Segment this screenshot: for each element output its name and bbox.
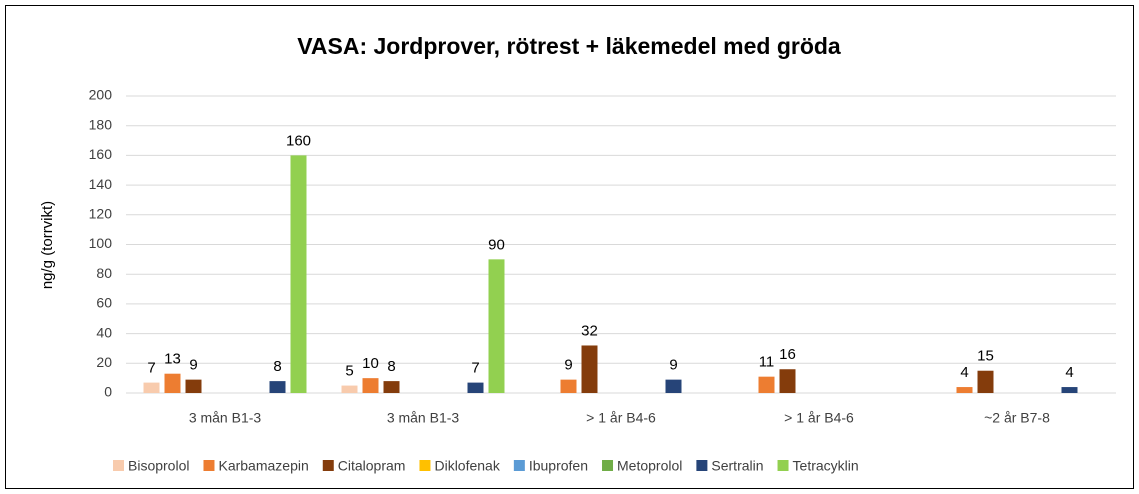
data-label: 8 xyxy=(273,358,281,375)
data-label: 7 xyxy=(471,360,479,377)
y-tick-label: 160 xyxy=(89,146,113,162)
bar xyxy=(383,381,400,393)
data-label: 9 xyxy=(564,357,572,374)
y-tick-label: 200 xyxy=(89,87,113,103)
x-tick-label: ~2 år B7-8 xyxy=(984,410,1050,426)
y-tick-label: 20 xyxy=(96,354,112,370)
bar xyxy=(779,369,796,393)
data-label: 9 xyxy=(189,357,197,374)
legend-label: Metoprolol xyxy=(617,458,682,474)
bar xyxy=(758,376,775,393)
bar xyxy=(362,378,379,393)
legend-label: Karbamazepin xyxy=(218,458,308,474)
legend-label: Diklofenak xyxy=(434,458,500,474)
legend-swatch xyxy=(322,460,334,471)
data-label: 15 xyxy=(977,348,994,365)
data-label: 32 xyxy=(581,322,598,339)
bar xyxy=(956,387,973,393)
data-label: 9 xyxy=(669,357,677,374)
legend-swatch xyxy=(419,460,431,471)
data-label: 5 xyxy=(345,363,353,380)
y-tick-label: 40 xyxy=(96,324,112,340)
chart-frame xyxy=(5,5,1134,489)
legend-swatch xyxy=(113,460,124,471)
bar xyxy=(977,370,994,393)
x-tick-label: 3 mån B1-3 xyxy=(387,410,460,426)
data-label: 13 xyxy=(164,351,181,368)
x-tick-label: > 1 år B4-6 xyxy=(784,410,854,426)
data-label: 8 xyxy=(387,358,395,375)
bar xyxy=(665,379,682,393)
legend-swatch xyxy=(203,460,215,471)
legend-swatch xyxy=(696,460,708,471)
data-label: 4 xyxy=(1065,364,1073,381)
y-tick-label: 80 xyxy=(96,265,112,281)
x-tick-label: 3 mån B1-3 xyxy=(189,410,262,426)
bar xyxy=(269,381,286,393)
legend-label: Citalopram xyxy=(338,458,406,474)
legend-label: Tetracyklin xyxy=(793,458,859,474)
data-label: 10 xyxy=(362,355,379,372)
bar xyxy=(290,155,307,393)
data-label: 160 xyxy=(286,132,311,149)
y-tick-label: 120 xyxy=(89,206,113,222)
data-label: 90 xyxy=(488,236,505,253)
legend-swatch xyxy=(513,460,525,471)
legend-label: Bisoprolol xyxy=(128,458,189,474)
legend-label: Ibuprofen xyxy=(529,458,588,474)
y-tick-label: 60 xyxy=(96,295,112,311)
bar xyxy=(185,379,202,393)
chart-title: VASA: Jordprover, rötrest + läkemedel me… xyxy=(297,33,841,59)
bar xyxy=(1061,387,1078,393)
bar xyxy=(488,259,505,393)
bar xyxy=(164,373,181,393)
y-tick-label: 0 xyxy=(104,384,112,400)
data-label: 7 xyxy=(147,360,155,377)
bar xyxy=(560,379,577,393)
x-tick-label: > 1 år B4-6 xyxy=(586,410,656,426)
bar xyxy=(581,345,598,393)
legend-label: Sertralin xyxy=(711,458,763,474)
bar xyxy=(467,382,484,393)
legend-swatch xyxy=(777,460,789,471)
bar xyxy=(143,382,160,393)
y-tick-label: 140 xyxy=(89,176,113,192)
data-label: 4 xyxy=(960,364,968,381)
data-label: 16 xyxy=(779,346,796,363)
bar xyxy=(341,385,358,393)
data-label: 11 xyxy=(759,354,775,371)
y-tick-label: 100 xyxy=(89,235,113,251)
legend-swatch xyxy=(602,460,614,471)
y-tick-label: 180 xyxy=(89,116,113,132)
y-axis-title: ng/g (torrvikt) xyxy=(39,201,56,289)
